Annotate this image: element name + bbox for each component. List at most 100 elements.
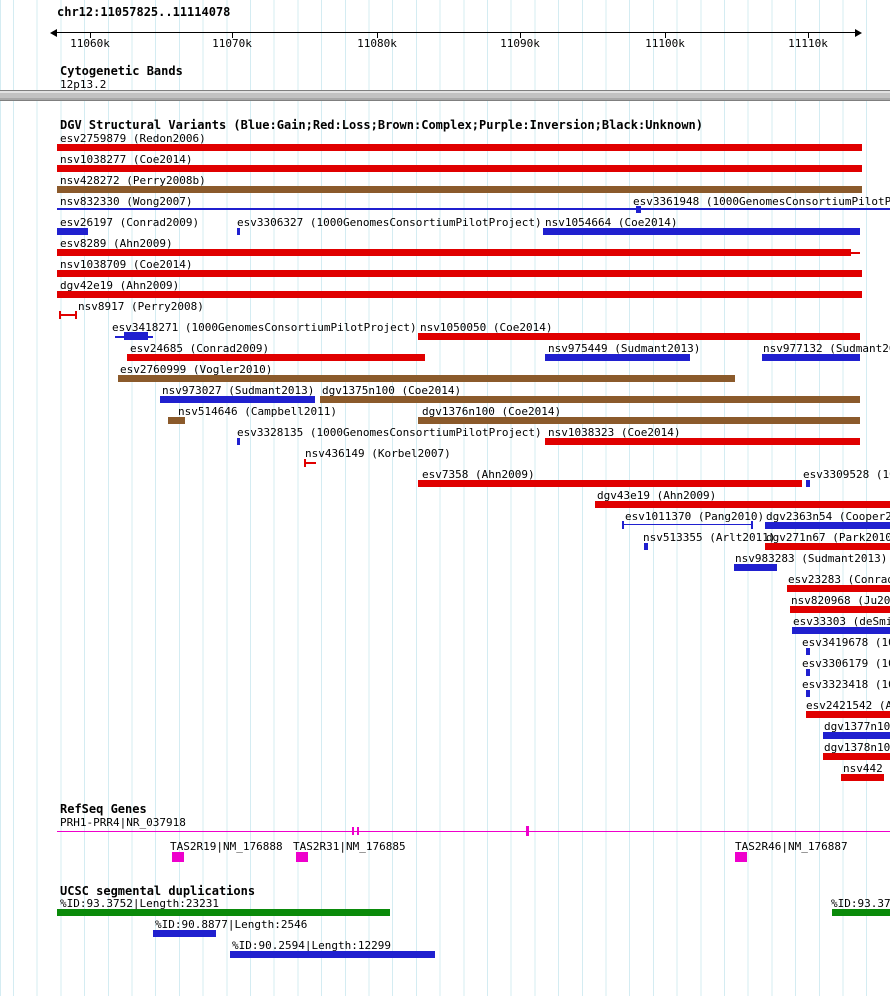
variant-label[interactable]: esv3328135 (1000GenomesConsortiumPilotPr…	[237, 426, 542, 439]
gene-bar[interactable]	[357, 827, 359, 835]
variant-bar[interactable]	[418, 417, 860, 424]
variant-bar[interactable]	[765, 543, 890, 550]
variant-bar[interactable]	[320, 396, 860, 403]
variant-bar[interactable]	[237, 228, 240, 235]
variant-bar[interactable]	[545, 438, 860, 445]
variant-label[interactable]: esv8289 (Ahn2009)	[60, 237, 173, 250]
variant-label[interactable]: nsv1038709 (Coe2014)	[60, 258, 193, 271]
variant-bar[interactable]	[118, 375, 735, 382]
variant-bar[interactable]	[841, 774, 884, 781]
variant-bar[interactable]	[787, 585, 890, 592]
variant-label[interactable]: esv3418271 (1000GenomesConsortiumPilotPr…	[112, 321, 417, 334]
variant-bar[interactable]	[418, 333, 860, 340]
segdup-bar[interactable]	[230, 951, 435, 958]
variant-bar[interactable]	[57, 165, 862, 172]
variant-label[interactable]: nsv820968 (Ju2010	[791, 594, 890, 607]
variant-bar[interactable]	[734, 564, 777, 571]
variant-bar[interactable]	[57, 249, 851, 256]
variant-label[interactable]: esv3306327 (1000GenomesConsortiumPilotPr…	[237, 216, 542, 229]
variant-bar[interactable]	[849, 252, 860, 254]
variant-bar[interactable]	[543, 228, 860, 235]
variant-bar[interactable]	[57, 208, 890, 210]
gene-bar[interactable]	[735, 852, 747, 862]
variant-label[interactable]: esv7358 (Ahn2009)	[422, 468, 535, 481]
variant-label[interactable]: nsv1054664 (Coe2014)	[545, 216, 678, 229]
variant-bar[interactable]	[751, 521, 753, 529]
variant-label[interactable]: dgv1376n100 (Coe2014)	[422, 405, 562, 418]
variant-label[interactable]: esv3419678 (1000GenomesConsortiumPilotPr…	[802, 636, 890, 649]
variant-label[interactable]: esv2759879 (Redon2006)	[60, 132, 206, 145]
variant-label[interactable]: nsv8917 (Perry2008)	[78, 300, 204, 313]
variant-bar[interactable]	[57, 270, 862, 277]
variant-label[interactable]: nsv436149 (Korbel2007)	[305, 447, 451, 460]
variant-label[interactable]: esv26197 (Conrad2009)	[60, 216, 200, 229]
gene-bar[interactable]	[296, 852, 308, 862]
variant-label[interactable]: nsv442	[843, 762, 883, 775]
segdup-label[interactable]: %ID:90.8877|Length:2546	[155, 918, 308, 931]
cytoband-bar[interactable]	[0, 90, 890, 101]
segdup-bar[interactable]	[832, 909, 890, 916]
variant-label[interactable]: dgv271n67 (Park2010)	[766, 531, 890, 544]
variant-label[interactable]: esv23283 (Conrad2009)	[788, 573, 890, 586]
variant-bar[interactable]	[823, 753, 890, 760]
variant-label[interactable]: dgv1375n100 (Coe2014)	[322, 384, 462, 397]
variant-bar[interactable]	[545, 354, 690, 361]
variant-bar[interactable]	[806, 648, 810, 655]
variant-bar[interactable]	[823, 732, 890, 739]
segdup-bar[interactable]	[153, 930, 216, 937]
segdup-bar[interactable]	[57, 909, 390, 916]
segdup-label[interactable]: %ID:93.3752|Length:23231	[60, 897, 219, 910]
variant-label[interactable]: nsv428272 (Perry2008b)	[60, 174, 206, 187]
cytoband-band-label[interactable]: 12p13.2	[60, 78, 107, 91]
variant-bar[interactable]	[644, 543, 648, 550]
variant-bar[interactable]	[806, 711, 890, 718]
gene-bar[interactable]	[526, 826, 529, 836]
variant-bar[interactable]	[127, 354, 425, 361]
variant-label[interactable]: nsv977132 (Sudmant2013)	[763, 342, 890, 355]
variant-label[interactable]: esv33303 (deSmit	[793, 615, 890, 628]
gene-label[interactable]: TAS2R46|NM_176887	[735, 840, 848, 853]
variant-label[interactable]: nsv973027 (Sudmant2013)	[162, 384, 315, 397]
variant-bar[interactable]	[806, 690, 810, 697]
variant-bar[interactable]	[168, 417, 185, 424]
variant-label[interactable]: nsv983283 (Sudmant2013)	[735, 552, 888, 565]
variant-label[interactable]: esv3309528 (1000GenomesConsortiumPilotPr…	[803, 468, 890, 481]
variant-label[interactable]: nsv975449 (Sudmant2013)	[548, 342, 701, 355]
variant-label[interactable]: nsv832330 (Wong2007)	[60, 195, 193, 208]
variant-label[interactable]: esv3323418 (1000GenomesConsortiumPilotPr…	[802, 678, 890, 691]
gene-label[interactable]: TAS2R19|NM_176888	[170, 840, 283, 853]
variant-bar[interactable]	[57, 291, 862, 298]
variant-bar[interactable]	[636, 206, 641, 213]
variant-bar[interactable]	[622, 521, 624, 529]
variant-label[interactable]: nsv514646 (Campbell2011)	[178, 405, 337, 418]
variant-bar[interactable]	[762, 354, 860, 361]
variant-label[interactable]: nsv1038323 (Coe2014)	[548, 426, 681, 439]
variant-label[interactable]: nsv1050050 (Coe2014)	[420, 321, 553, 334]
gene-bar[interactable]	[57, 831, 890, 832]
variant-bar[interactable]	[57, 186, 862, 193]
gene-label[interactable]: PRH1-PRR4|NR_037918	[60, 816, 186, 829]
variant-bar[interactable]	[304, 462, 316, 464]
variant-bar[interactable]	[237, 438, 240, 445]
variant-label[interactable]: esv1011370 (Pang2010)	[625, 510, 765, 523]
gene-bar[interactable]	[352, 827, 354, 835]
variant-label[interactable]: dgv1378n100 (Coe2014)	[824, 741, 890, 754]
variant-bar[interactable]	[59, 314, 77, 316]
variant-bar[interactable]	[806, 669, 810, 676]
variant-bar[interactable]	[765, 522, 890, 529]
variant-bar[interactable]	[57, 144, 862, 151]
variant-bar[interactable]	[792, 627, 890, 634]
segdup-label[interactable]: %ID:90.2594|Length:12299	[232, 939, 391, 952]
variant-label[interactable]: esv24685 (Conrad2009)	[130, 342, 270, 355]
variant-label[interactable]: dgv1377n100 (Coe2014)	[824, 720, 890, 733]
variant-label[interactable]: esv3306179 (1000GenomesConsortiumPilotPr…	[802, 657, 890, 670]
gene-bar[interactable]	[172, 852, 184, 862]
variant-label[interactable]: nsv1038277 (Coe2014)	[60, 153, 193, 166]
variant-bar[interactable]	[124, 332, 148, 340]
variant-label[interactable]: dgv42e19 (Ahn2009)	[60, 279, 180, 292]
variant-bar[interactable]	[75, 311, 77, 319]
variant-bar[interactable]	[790, 606, 890, 613]
variant-label[interactable]: dgv43e19 (Ahn2009)	[597, 489, 717, 502]
variant-bar[interactable]	[57, 228, 88, 235]
variant-bar[interactable]	[622, 524, 753, 525]
